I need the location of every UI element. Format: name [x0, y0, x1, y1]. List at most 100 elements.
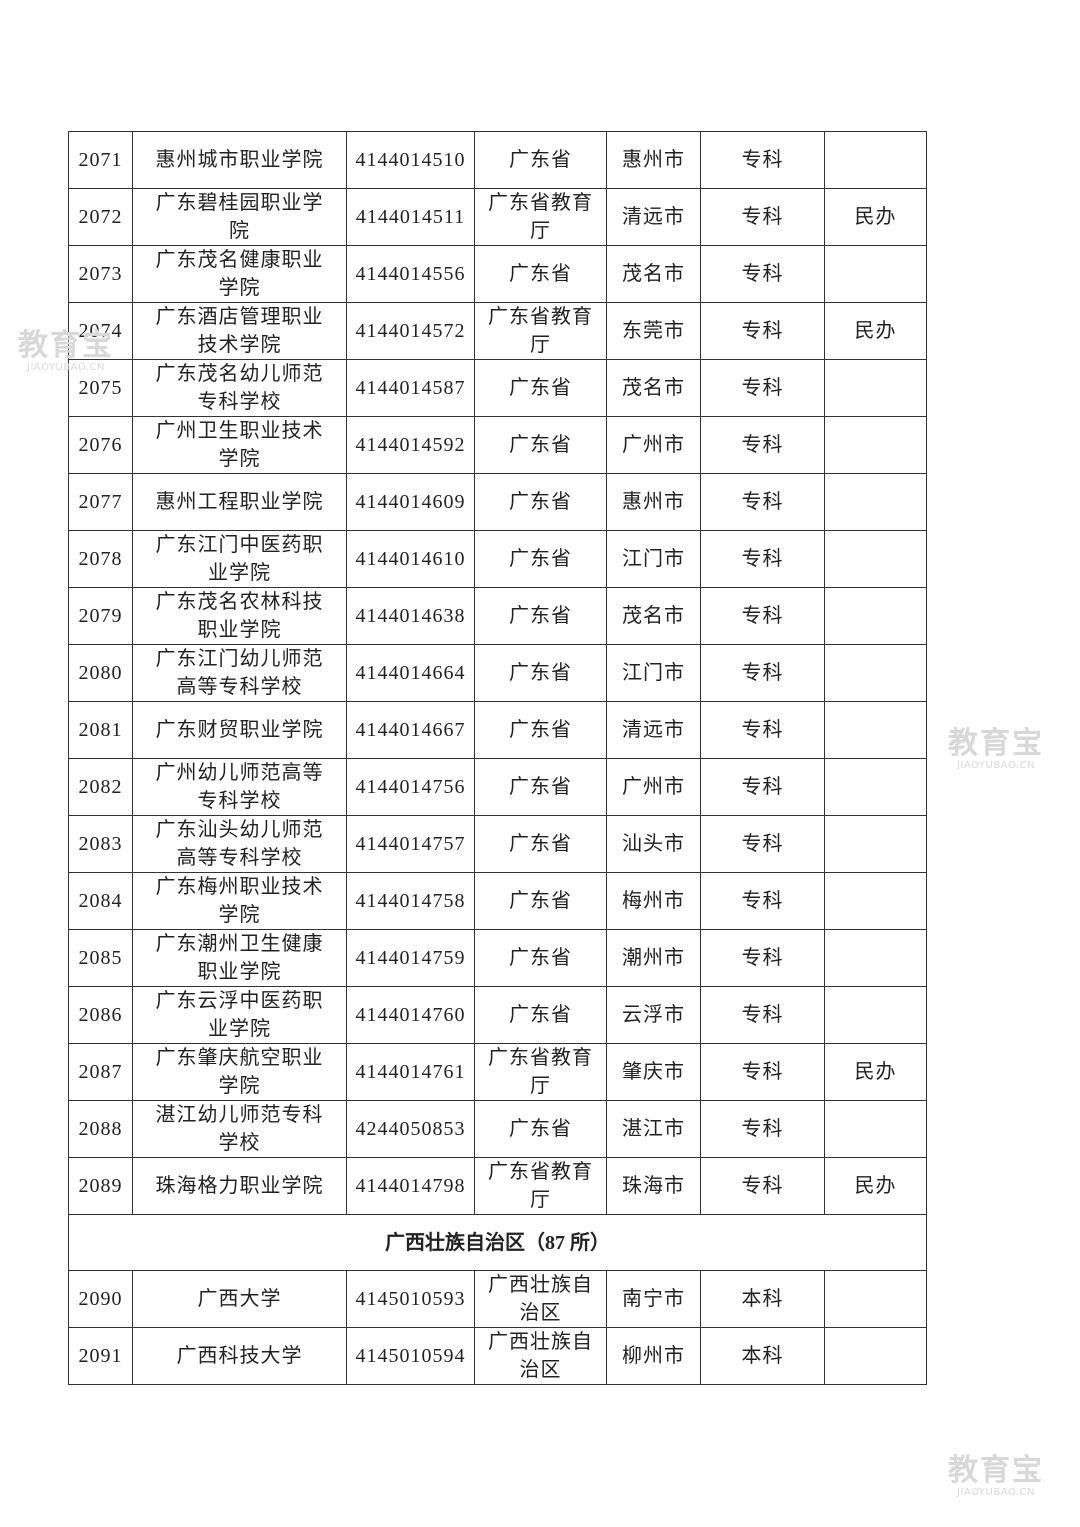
row-number-cell: 2088	[68, 1100, 133, 1158]
authority-cell: 广东省	[474, 1100, 607, 1158]
city: 南宁市	[622, 1288, 685, 1310]
school-code-cell: 4144014759	[346, 929, 475, 987]
level: 专科	[741, 434, 784, 456]
watermark-logo: 教育宝 JIAOYUBAO.CN	[948, 726, 1044, 772]
city: 珠海市	[622, 1175, 685, 1197]
level: 专科	[741, 776, 784, 798]
row-number: 2088	[78, 1118, 123, 1140]
authority: 广东省	[509, 890, 572, 912]
school-name-cell: 广东酒店管理职业技术学院	[132, 302, 347, 360]
school-code-cell: 4144014609	[346, 473, 475, 531]
level: 专科	[741, 149, 784, 171]
level-cell: 专科	[700, 1043, 825, 1101]
school-name: 广东碧桂园职业学院	[155, 192, 324, 242]
school-code-cell: 4144014556	[346, 245, 475, 303]
note-cell	[824, 929, 927, 987]
school-code-cell: 4144014761	[346, 1043, 475, 1101]
level-cell: 专科	[700, 644, 825, 702]
school-code-cell: 4144014667	[346, 701, 475, 759]
table-row: 2087 广东肇庆航空职业学院 4144014761 广东省教育厅 肇庆市 专科 民办	[68, 1043, 927, 1101]
row-number: 2074	[78, 320, 123, 342]
row-number-cell: 2074	[68, 302, 133, 360]
row-number-cell: 2090	[68, 1270, 133, 1328]
school-name: 广东茂名农林科技职业学院	[155, 591, 324, 641]
table-row: 2086 广东云浮中医药职业学院 4144014760 广东省 云浮市 专科	[68, 986, 927, 1044]
city: 湛江市	[622, 1118, 685, 1140]
row-number: 2085	[78, 947, 123, 969]
row-number-cell: 2086	[68, 986, 133, 1044]
authority: 广东省	[509, 662, 572, 684]
note-cell	[824, 1270, 927, 1328]
school-name: 广州幼儿师范高等专科学校	[155, 762, 324, 812]
authority: 广东省	[509, 548, 572, 570]
city: 茂名市	[622, 377, 685, 399]
school-name-cell: 惠州城市职业学院	[132, 131, 347, 189]
authority: 广东省	[509, 833, 572, 855]
note-cell	[824, 1100, 927, 1158]
level-cell: 专科	[700, 416, 825, 474]
note-cell: 民办	[824, 1043, 927, 1101]
row-number-cell: 2080	[68, 644, 133, 702]
city-cell: 湛江市	[606, 1100, 701, 1158]
level: 专科	[741, 1118, 784, 1140]
authority: 广东省	[509, 149, 572, 171]
level: 专科	[741, 548, 784, 570]
school-name-cell: 广东茂名健康职业学院	[132, 245, 347, 303]
authority-cell: 广东省	[474, 587, 607, 645]
school-code: 4144014667	[355, 719, 466, 741]
authority-cell: 广东省教育厅	[474, 1043, 607, 1101]
level-cell: 专科	[700, 359, 825, 417]
city-cell: 江门市	[606, 644, 701, 702]
school-name: 广东江门中医药职业学院	[155, 534, 324, 584]
watermark-logo: 教育宝 JIAOYUBAO.CN	[948, 1453, 1044, 1499]
school-code: 4244050853	[355, 1118, 466, 1140]
level: 专科	[741, 491, 784, 513]
school-code: 4144014761	[355, 1061, 466, 1083]
school-code-cell: 4144014572	[346, 302, 475, 360]
table-row: 2079 广东茂名农林科技职业学院 4144014638 广东省 茂名市 专科	[68, 587, 927, 645]
table-row: 2071 惠州城市职业学院 4144014510 广东省 惠州市 专科	[68, 131, 927, 189]
row-number: 2081	[78, 719, 123, 741]
school-name: 珠海格力职业学院	[155, 1175, 324, 1197]
school-name-cell: 广东茂名农林科技职业学院	[132, 587, 347, 645]
level: 专科	[741, 662, 784, 684]
authority: 广西壮族自治区	[488, 1331, 593, 1381]
school-name: 广西科技大学	[176, 1345, 303, 1367]
city-cell: 珠海市	[606, 1157, 701, 1215]
city: 广州市	[622, 434, 685, 456]
school-code: 4144014572	[355, 320, 466, 342]
school-name-cell: 广州卫生职业技术学院	[132, 416, 347, 474]
city-cell: 茂名市	[606, 245, 701, 303]
row-number: 2091	[78, 1345, 123, 1367]
level-cell: 本科	[700, 1270, 825, 1328]
school-name-cell: 珠海格力职业学院	[132, 1157, 347, 1215]
authority-cell: 广东省	[474, 758, 607, 816]
level: 专科	[741, 947, 784, 969]
city: 梅州市	[622, 890, 685, 912]
authority-cell: 广东省	[474, 416, 607, 474]
row-number-cell: 2078	[68, 530, 133, 588]
row-number: 2072	[78, 206, 123, 228]
level: 专科	[741, 1061, 784, 1083]
school-name: 广东汕头幼儿师范高等专科学校	[155, 819, 324, 869]
row-number-cell: 2075	[68, 359, 133, 417]
authority-cell: 广东省	[474, 359, 607, 417]
row-number: 2083	[78, 833, 123, 855]
row-number-cell: 2087	[68, 1043, 133, 1101]
school-name: 广东云浮中医药职业学院	[155, 990, 324, 1040]
row-number: 2087	[78, 1061, 123, 1083]
authority-cell: 广东省	[474, 131, 607, 189]
school-code: 4144014609	[355, 491, 466, 513]
row-number-cell: 2089	[68, 1157, 133, 1215]
school-name-cell: 广东茂名幼儿师范专科学校	[132, 359, 347, 417]
section-title: 广西壮族自治区（87 所）	[68, 1214, 927, 1271]
level: 专科	[741, 320, 784, 342]
row-number-cell: 2073	[68, 245, 133, 303]
row-number: 2076	[78, 434, 123, 456]
level-cell: 专科	[700, 758, 825, 816]
level-cell: 专科	[700, 530, 825, 588]
row-number: 2079	[78, 605, 123, 627]
authority: 广东省教育厅	[488, 1047, 593, 1097]
level-cell: 专科	[700, 1100, 825, 1158]
city-cell: 汕头市	[606, 815, 701, 873]
